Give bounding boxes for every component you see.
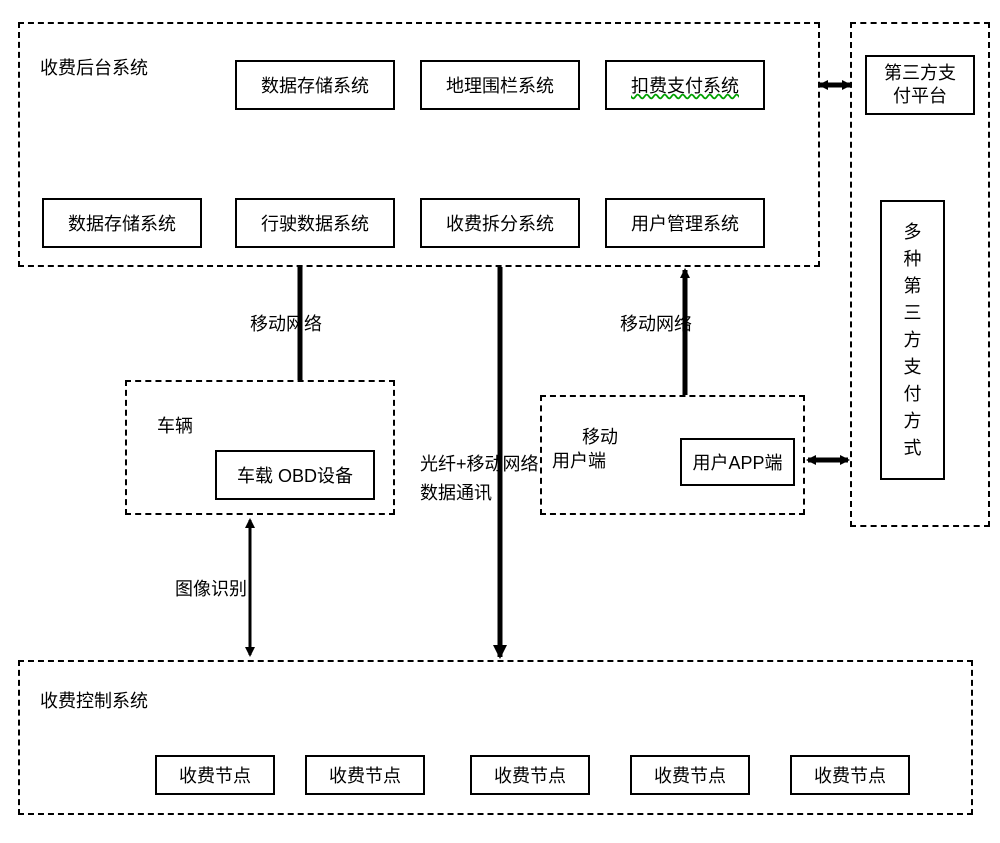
box-user-app: 用户APP端 [680, 438, 795, 486]
box-obd-text: 车载 OBD设备 [237, 462, 353, 488]
label-mobile-net-left: 移动网络 [250, 310, 322, 336]
box-toll-node-5: 收费节点 [790, 755, 910, 795]
box-data-store-left-text: 数据存储系统 [68, 210, 176, 236]
diagram-canvas: 收费后台系统 车辆 移动 用户端 收费控制系统 数据存储系统 地理围栏系统 扣费… [0, 0, 1000, 843]
box-toll-node-3: 收费节点 [470, 755, 590, 795]
container-userend-title-l1: 移动 用户端 [552, 427, 618, 470]
box-fee-split: 收费拆分系统 [420, 198, 580, 248]
box-fee-split-text: 收费拆分系统 [446, 210, 554, 236]
box-third-platform: 第三方支 付平台 [865, 55, 975, 115]
label-fiber-mobile: 光纤+移动网络 数据通讯 [420, 450, 539, 508]
node2-text: 收费节点 [329, 762, 401, 788]
container-tollctrl-title: 收费控制系统 [40, 687, 148, 713]
label-image-recog: 图像识别 [175, 575, 247, 601]
box-third-platform-text: 第三方支 付平台 [884, 62, 956, 109]
box-third-methods: 多 种 第 三 方 支 付 方 式 [880, 200, 945, 480]
container-backend-title: 收费后台系统 [40, 54, 148, 80]
box-user-mgmt-text: 用户管理系统 [631, 210, 739, 236]
node5-text: 收费节点 [814, 762, 886, 788]
box-drive-data: 行驶数据系统 [235, 198, 395, 248]
box-toll-node-1: 收费节点 [155, 755, 275, 795]
box-data-store-left: 数据存储系统 [42, 198, 202, 248]
box-deduct-pay: 扣费支付系统 [605, 60, 765, 110]
box-data-store-top: 数据存储系统 [235, 60, 395, 110]
box-geo-fence-text: 地理围栏系统 [446, 72, 554, 98]
box-toll-node-4: 收费节点 [630, 755, 750, 795]
box-drive-data-text: 行驶数据系统 [261, 210, 369, 236]
container-userend-title: 移动 用户端 [552, 403, 618, 497]
box-deduct-pay-text: 扣费支付系统 [631, 72, 739, 98]
box-geo-fence: 地理围栏系统 [420, 60, 580, 110]
box-obd: 车载 OBD设备 [215, 450, 375, 500]
container-vehicle-title: 车辆 [157, 412, 193, 438]
box-toll-node-2: 收费节点 [305, 755, 425, 795]
node4-text: 收费节点 [654, 762, 726, 788]
box-user-mgmt: 用户管理系统 [605, 198, 765, 248]
node3-text: 收费节点 [494, 762, 566, 788]
node1-text: 收费节点 [179, 762, 251, 788]
label-mobile-net-right: 移动网络 [620, 310, 692, 336]
box-third-methods-text: 多 种 第 三 方 支 付 方 式 [904, 219, 922, 462]
box-data-store-top-text: 数据存储系统 [261, 72, 369, 98]
box-user-app-text: 用户APP端 [692, 449, 782, 475]
